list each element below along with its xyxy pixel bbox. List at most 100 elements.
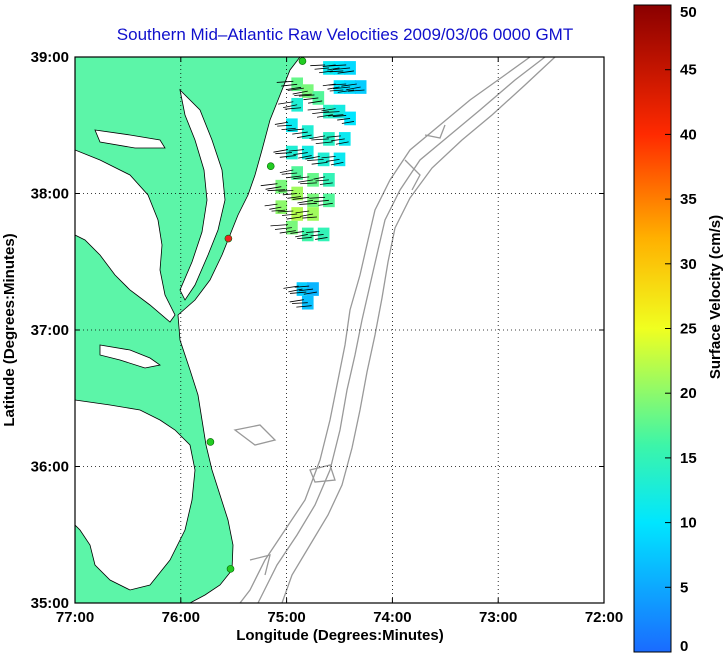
velocity-arrow: [337, 118, 351, 121]
velocity-arrow: [333, 86, 351, 90]
velocity-arrow: [307, 108, 326, 111]
velocity-arrow: [303, 97, 319, 101]
velocity-arrow: [329, 89, 344, 92]
velocity-arrow: [310, 234, 324, 237]
velocity-arrow: [269, 206, 282, 210]
velocity-cell: [323, 173, 335, 187]
velocity-arrow: [309, 135, 326, 139]
velocity-arrow: [281, 83, 298, 87]
velocity-arrow: [290, 231, 304, 234]
velocity-arrow: [277, 210, 294, 213]
velocity-arrow: [277, 124, 292, 127]
velocity-arrow: [296, 134, 312, 139]
velocity-arrow: [265, 186, 282, 190]
velocity-arrow: [313, 199, 329, 203]
grid-lines: [75, 57, 604, 603]
velocity-arrow: [311, 161, 328, 165]
velocity-cell: [307, 173, 319, 187]
velocity-arrow: [267, 189, 286, 192]
colorbar-tick-label: 35: [680, 191, 697, 208]
velocity-arrow: [328, 114, 344, 117]
velocity-arrow: [327, 67, 340, 71]
velocity-arrow: [330, 161, 344, 166]
velocity-arrow: [285, 86, 302, 91]
velocity-arrow: [329, 70, 344, 73]
y-tick-label: 35:00: [31, 595, 69, 612]
velocity-arrow: [287, 87, 304, 91]
velocity-arrow: [273, 149, 289, 153]
velocity-arrow: [311, 138, 329, 141]
x-tick-label: 72:00: [585, 609, 623, 626]
velocity-arrow: [276, 80, 294, 83]
velocity-arrow: [319, 70, 333, 74]
velocity-arrow: [341, 83, 357, 87]
hf-radar-stations: [206, 57, 307, 573]
colorbar: [633, 4, 672, 653]
velocity-arrows: [260, 64, 365, 308]
colorbar-tick-label: 40: [680, 126, 697, 143]
colorbar-tick-label: 0: [680, 638, 688, 655]
velocity-arrow: [274, 121, 289, 125]
velocity-arrow: [299, 288, 314, 292]
plot-area: [75, 57, 604, 603]
velocity-arrow: [307, 158, 324, 162]
velocity-arrow: [346, 86, 361, 91]
velocity-arrow: [331, 138, 345, 142]
x-tick-label: 73:00: [479, 609, 517, 626]
y-axis-label: Latitude (Degrees:Minutes): [1, 233, 18, 426]
y-tick-label: 38:00: [31, 186, 69, 203]
velocity-arrow: [295, 210, 310, 214]
velocity-arrow: [318, 202, 333, 206]
velocity-arrow: [306, 231, 320, 233]
velocity-arrow: [337, 70, 355, 74]
velocity-arrow: [275, 152, 292, 155]
velocity-arrow: [287, 196, 302, 199]
velocity-arrow: [323, 111, 340, 113]
velocity-arrow: [315, 141, 333, 145]
velocity-arrow: [314, 67, 329, 70]
velocity-arrow: [279, 230, 296, 234]
velocity-arrow: [296, 305, 312, 308]
velocity-arrow: [335, 141, 349, 145]
velocity-arrow: [281, 172, 298, 175]
bathymetry-contours: [233, 57, 556, 603]
x-tick-label: 75:00: [267, 609, 305, 626]
velocity-arrow: [294, 285, 310, 288]
velocity-arrow: [303, 291, 317, 295]
velocity-arrow: [308, 100, 323, 104]
velocity-arrow: [293, 176, 310, 180]
velocity-arrow: [270, 224, 289, 227]
velocity-arrow: [278, 190, 294, 192]
colorbar-tick-label: 20: [680, 385, 697, 402]
velocity-arrow: [337, 89, 355, 93]
velocity-arrow: [348, 89, 365, 92]
velocity-arrow: [297, 237, 312, 240]
x-tick-label: 77:00: [56, 609, 94, 626]
station-marker: [226, 565, 235, 573]
velocity-arrow: [321, 108, 336, 112]
velocity-arrow: [328, 64, 347, 67]
velocity-arrow: [287, 128, 304, 131]
velocity-arrow: [310, 64, 326, 67]
velocity-arrow: [282, 193, 298, 196]
velocity-arrow: [283, 285, 299, 289]
y-tick-label: 39:00: [31, 49, 69, 66]
colorbar-label: Surface Velocity (cm/s): [707, 215, 724, 379]
x-tick-label: 74:00: [373, 609, 411, 626]
velocity-arrow: [289, 291, 307, 294]
velocity-arrow: [292, 131, 308, 135]
bays: [75, 88, 226, 591]
velocity-arrow: [294, 93, 312, 96]
y-tick-label: 36:00: [31, 459, 69, 476]
velocity-arrow: [326, 158, 340, 162]
velocity-cell: [291, 97, 303, 112]
velocity-arrow: [291, 302, 308, 304]
velocity-arrow: [332, 115, 347, 117]
station-marker: [224, 234, 233, 243]
velocity-arrow: [319, 182, 333, 185]
velocity-arrow: [260, 183, 278, 187]
station-marker: [206, 438, 215, 446]
chart-title: Southern Mid–Atlantic Raw Velocities 200…: [117, 25, 573, 44]
y-axis-ticks: 35:00 36:00 37:00 38:00 39:00: [31, 49, 604, 612]
